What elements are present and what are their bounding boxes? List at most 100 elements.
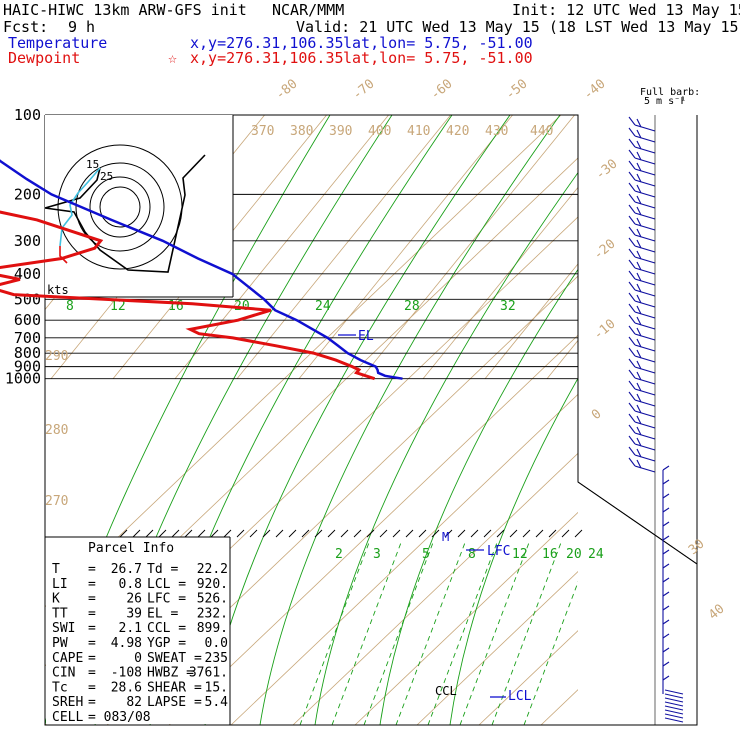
level-tick	[197, 529, 206, 538]
parcel-key: CELL	[52, 710, 83, 725]
isotherm-line	[360, 115, 575, 379]
parcel-value: 2.1	[119, 621, 142, 636]
theta-label: 290	[45, 349, 68, 364]
wind-barb	[628, 413, 656, 429]
pressure-label: 700	[14, 329, 41, 347]
level-tick	[145, 529, 154, 538]
wind-barb	[662, 465, 670, 484]
isotherm-label: -70	[350, 76, 378, 103]
isotherm-line	[609, 115, 740, 379]
dry-adiabat-line	[727, 115, 740, 725]
wind-barbs	[628, 115, 684, 725]
parcel-key: K	[52, 592, 60, 607]
level-tick	[509, 529, 518, 538]
mixing-ratio-line	[331, 539, 403, 725]
lfc-marker: LFC	[487, 544, 510, 559]
level-tick	[366, 529, 375, 538]
wind-barb	[628, 402, 656, 418]
parcel-eq: =	[88, 680, 96, 695]
parcel-value: 0	[134, 651, 142, 666]
theta-label: 370	[251, 124, 274, 139]
temperature-profile-line	[0, 159, 403, 380]
lcl-marker: LCL	[508, 689, 532, 704]
el-marker: EL	[358, 329, 374, 344]
wind-barb	[664, 709, 684, 715]
wind-barb	[628, 347, 656, 363]
wind-barb	[628, 380, 656, 396]
mixing-ratio-label: 20	[566, 547, 582, 562]
temperature-legend: Temperature	[8, 34, 107, 52]
wind-barb	[628, 336, 656, 352]
mixing-ratio-label: 12	[512, 547, 528, 562]
dry-adiabat-line	[540, 689, 578, 725]
mixing-ratio-line	[395, 539, 467, 725]
theta-label: 270	[45, 494, 68, 509]
wind-barb	[628, 270, 656, 286]
wind-barb	[662, 479, 670, 498]
isotherm-label: 40	[706, 602, 728, 624]
theta-label: 440	[530, 124, 553, 139]
mixing-ratio-label: 12	[110, 299, 126, 314]
pressure-label: 400	[14, 265, 41, 283]
wind-barb	[662, 661, 670, 680]
header: HAIC-HIWC 13km ARW-GFS init NCAR/MMM Ini…	[3, 1, 740, 67]
fcst-label: Fcst:	[3, 18, 48, 36]
parcel-value: 28.6	[111, 680, 142, 695]
valid-time: Valid: 21 UTC Wed 13 May 15 (18 LST Wed …	[296, 18, 740, 36]
isotherm-line	[484, 263, 578, 379]
parcel-key: EL =	[147, 606, 178, 621]
mixing-ratio-label: 5	[422, 547, 430, 562]
level-tick	[171, 529, 180, 538]
isotherm-label: -20	[591, 236, 619, 263]
parcel-eq: =	[88, 562, 96, 577]
isotherm-label: -30	[593, 156, 621, 183]
level-tick	[457, 529, 466, 538]
wind-barb	[664, 713, 684, 719]
isotherm-line	[546, 339, 578, 379]
wind-barb	[628, 457, 656, 473]
level-tick	[301, 529, 310, 538]
isotherm-label: -60	[428, 76, 456, 103]
wind-barb	[628, 292, 656, 308]
wind-barb	[662, 647, 670, 666]
wind-barb	[628, 149, 656, 165]
wind-barb	[628, 193, 656, 209]
level-annotations: EL LFC M CCL LCL	[338, 329, 532, 704]
parcel-eq: =	[88, 592, 96, 607]
level-tick	[522, 529, 531, 538]
wind-barb	[662, 619, 670, 638]
parcel-key: PW	[52, 636, 68, 651]
isotherm-label: -80	[273, 76, 301, 103]
mixing-ratio-label: 24	[588, 547, 604, 562]
parcel-key: YGP =	[147, 636, 186, 651]
wind-barb	[664, 701, 684, 707]
parcel-value: 3761.	[189, 666, 228, 681]
isotherm-label: 30	[686, 537, 708, 559]
wind-barb	[662, 675, 670, 694]
parcel-key: T	[52, 562, 60, 577]
mixing-ratio-label: 3	[373, 547, 381, 562]
hodo-ring-label-25: 25	[100, 170, 113, 183]
theta-label: 280	[45, 423, 68, 438]
isotherm-line	[422, 186, 578, 379]
pressure-label: 800	[14, 344, 41, 362]
parcel-key: Tc	[52, 680, 68, 695]
parcel-eq: =	[88, 606, 96, 621]
wind-barb	[662, 521, 670, 540]
dry-adiabat-line	[478, 630, 578, 725]
level-tick	[262, 529, 271, 538]
pressure-label: 300	[14, 232, 41, 250]
parcel-value: 26.7	[111, 562, 142, 577]
mixing-ratio-label: 2	[335, 547, 343, 562]
level-tick	[223, 529, 232, 538]
parcel-key: CCL =	[147, 621, 186, 636]
parcel-value: 0.8	[119, 577, 142, 592]
mixing-ratio-label: 28	[404, 299, 420, 314]
level-tick	[418, 529, 427, 538]
parcel-value: -108	[111, 666, 142, 681]
level-tick	[353, 529, 362, 538]
mixing-ratio-label: 8	[66, 299, 74, 314]
dewpoint-legend: Dewpoint	[8, 49, 80, 67]
wind-barb	[662, 605, 670, 624]
